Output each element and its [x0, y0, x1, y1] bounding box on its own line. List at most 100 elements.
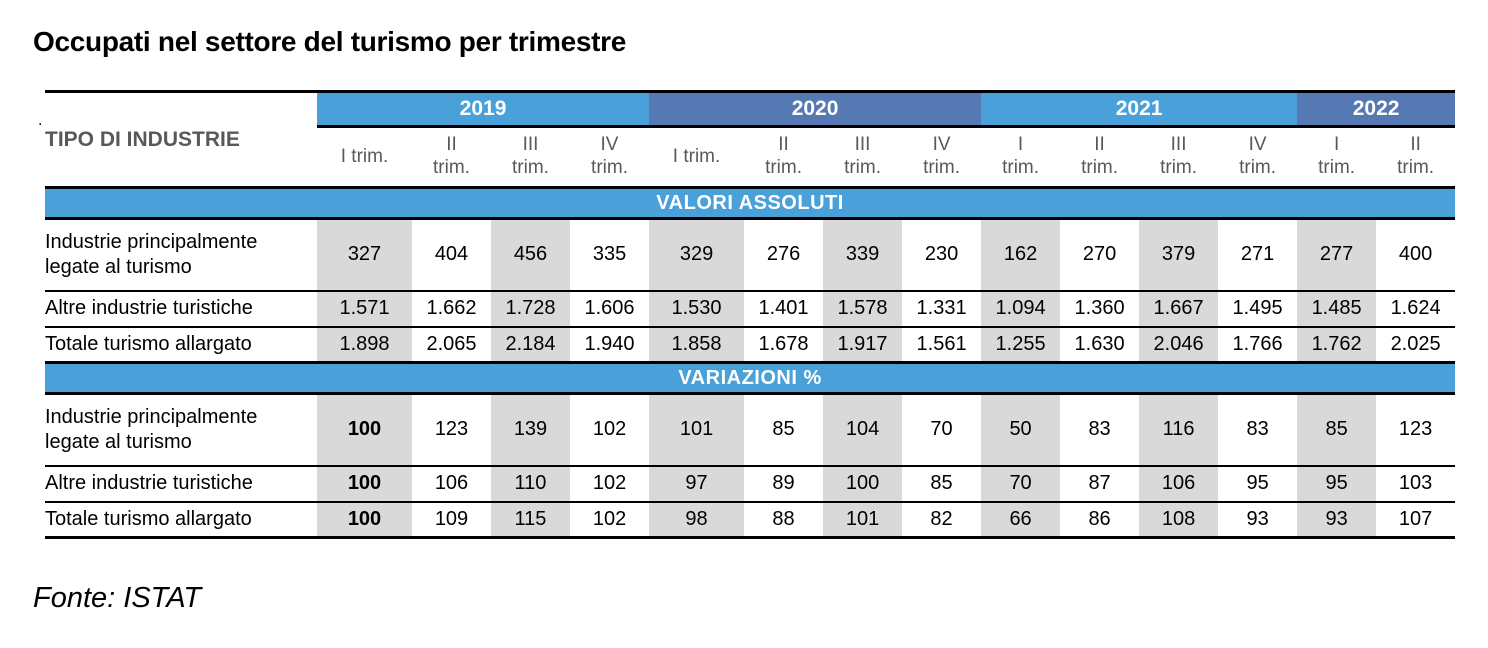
data-cell: 1.571 — [317, 290, 412, 328]
data-cell: 139 — [491, 393, 570, 467]
data-cell: 1.094 — [981, 290, 1061, 328]
quarter-header: I trim. — [317, 126, 412, 189]
row-label: Industrie principalmente legate al turis… — [45, 218, 317, 292]
row-header-label: TIPO DI INDUSTRIE — [45, 91, 317, 189]
data-cell: 327 — [317, 218, 412, 292]
table-row: Altre industrie turistiche 100 106 110 1… — [45, 465, 1456, 503]
row-label: Totale turismo allargato — [45, 326, 317, 364]
data-cell: 456 — [491, 218, 570, 292]
data-cell: 50 — [981, 393, 1061, 467]
table-row: Industrie principalmente legate al turis… — [45, 393, 1456, 467]
data-cell: 95 — [1218, 465, 1298, 503]
year-2020: 2020 — [649, 91, 982, 128]
data-cell: 2.025 — [1376, 326, 1456, 364]
data-table: TIPO DI INDUSTRIE 2019 2020 2021 2022 I … — [45, 90, 1456, 539]
data-cell: 1.495 — [1218, 290, 1298, 328]
table-row: Totale turismo allargato 1.898 2.065 2.1… — [45, 326, 1456, 364]
data-cell: 66 — [981, 501, 1061, 539]
row-label: Altre industrie turistiche — [45, 465, 317, 503]
data-cell: 329 — [649, 218, 745, 292]
row-label: Industrie principalmente legate al turis… — [45, 393, 317, 467]
data-cell: 115 — [491, 501, 570, 539]
section-band-valori-assoluti: VALORI ASSOLUTI — [45, 186, 1456, 220]
data-cell: 85 — [902, 465, 982, 503]
data-cell: 230 — [902, 218, 982, 292]
data-cell: 162 — [981, 218, 1061, 292]
data-cell: 400 — [1376, 218, 1456, 292]
quarter-header: I trim. — [649, 126, 745, 189]
data-cell: 83 — [1218, 393, 1298, 467]
data-cell: 1.530 — [649, 290, 745, 328]
table-row: Altre industrie turistiche 1.571 1.662 1… — [45, 290, 1456, 328]
data-cell: 107 — [1376, 501, 1456, 539]
page-title: Occupati nel settore del turismo per tri… — [33, 26, 627, 57]
quarter-header: III trim. — [1139, 126, 1219, 189]
stray-dot-artifact: . — [38, 112, 43, 129]
row-label: Totale turismo allargato — [45, 501, 317, 539]
quarter-header: III trim. — [491, 126, 570, 189]
data-cell: 335 — [570, 218, 650, 292]
data-cell: 1.255 — [981, 326, 1061, 364]
section-band-variazioni: VARIAZIONI % — [45, 361, 1456, 395]
source-note: Fonte: ISTAT — [33, 582, 202, 614]
data-cell: 1.678 — [744, 326, 824, 364]
data-cell: 277 — [1297, 218, 1377, 292]
table-row: Industrie principalmente legate al turis… — [45, 218, 1456, 292]
data-cell: 1.360 — [1060, 290, 1140, 328]
data-cell: 100 — [317, 393, 412, 467]
quarter-header: III trim. — [823, 126, 903, 189]
quarter-header-row: I trim. II trim. III trim. IV trim. I tr… — [45, 126, 1456, 189]
data-cell: 101 — [649, 393, 745, 467]
section-band-label: VARIAZIONI % — [45, 361, 1456, 395]
quarter-header: II trim. — [1376, 126, 1456, 189]
data-cell: 379 — [1139, 218, 1219, 292]
data-cell: 100 — [317, 465, 412, 503]
data-cell: 70 — [981, 465, 1061, 503]
data-cell: 97 — [649, 465, 745, 503]
data-cell: 2.065 — [412, 326, 491, 364]
data-cell: 1.485 — [1297, 290, 1377, 328]
year-2021: 2021 — [981, 91, 1298, 128]
data-cell: 106 — [412, 465, 491, 503]
data-cell: 1.578 — [823, 290, 903, 328]
data-cell: 86 — [1060, 501, 1140, 539]
year-2022: 2022 — [1297, 91, 1456, 128]
data-cell: 1.667 — [1139, 290, 1219, 328]
data-cell: 93 — [1218, 501, 1298, 539]
data-cell: 271 — [1218, 218, 1298, 292]
quarter-header: IV trim. — [1218, 126, 1298, 189]
data-cell: 102 — [570, 393, 650, 467]
data-cell: 87 — [1060, 465, 1140, 503]
quarter-header: II trim. — [412, 126, 491, 189]
data-cell: 1.401 — [744, 290, 824, 328]
data-cell: 270 — [1060, 218, 1140, 292]
data-cell: 404 — [412, 218, 491, 292]
data-cell: 95 — [1297, 465, 1377, 503]
data-cell: 70 — [902, 393, 982, 467]
data-cell: 102 — [570, 501, 650, 539]
data-cell: 1.917 — [823, 326, 903, 364]
data-cell: 82 — [902, 501, 982, 539]
data-cell: 123 — [412, 393, 491, 467]
quarter-header: II trim. — [1060, 126, 1140, 189]
data-cell: 276 — [744, 218, 824, 292]
data-cell: 1.561 — [902, 326, 982, 364]
data-cell: 1.630 — [1060, 326, 1140, 364]
data-cell: 2.046 — [1139, 326, 1219, 364]
data-cell: 1.858 — [649, 326, 745, 364]
data-cell: 1.762 — [1297, 326, 1377, 364]
data-cell: 85 — [1297, 393, 1377, 467]
tourism-employment-table: TIPO DI INDUSTRIE 2019 2020 2021 2022 I … — [45, 90, 1456, 539]
data-cell: 110 — [491, 465, 570, 503]
data-cell: 100 — [317, 501, 412, 539]
year-header-row: TIPO DI INDUSTRIE 2019 2020 2021 2022 — [45, 91, 1456, 189]
quarter-header: IV trim. — [902, 126, 982, 189]
quarter-header: II trim. — [744, 126, 824, 189]
data-cell: 100 — [823, 465, 903, 503]
data-cell: 116 — [1139, 393, 1219, 467]
data-cell: 2.184 — [491, 326, 570, 364]
row-label: Altre industrie turistiche — [45, 290, 317, 328]
data-cell: 88 — [744, 501, 824, 539]
data-cell: 89 — [744, 465, 824, 503]
data-cell: 102 — [570, 465, 650, 503]
